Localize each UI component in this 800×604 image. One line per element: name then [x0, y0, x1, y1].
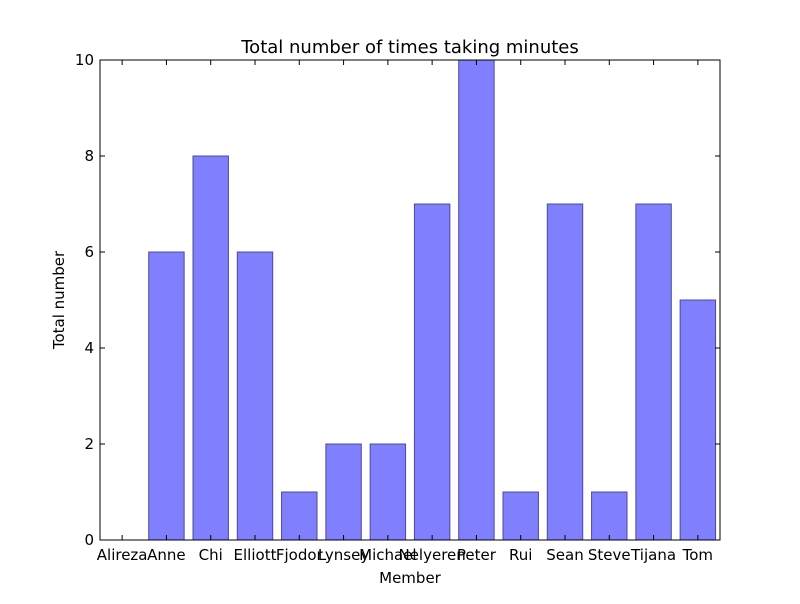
y-tick-label-2: 2 — [84, 435, 94, 453]
x-tick-label-steve: Steve — [588, 546, 631, 564]
x-tick-label-michael: Michael — [359, 546, 416, 564]
bar-chi — [192, 155, 229, 541]
bar-tijana — [635, 203, 672, 541]
y-tick-label-10: 10 — [75, 51, 94, 69]
chart-title: Total number of times taking minutes — [240, 37, 579, 58]
bars-group — [148, 59, 717, 541]
x-axis-title: Member — [379, 569, 442, 587]
x-tick-label-lynsey: Lynsey — [318, 546, 369, 564]
bar-sean — [546, 203, 584, 541]
x-tick-label-anne: Anne — [147, 546, 186, 564]
bar-elliott — [236, 251, 274, 541]
x-tick-label-alireza: Alireza — [97, 546, 148, 564]
x-tick-label-fjodor: Fjodor — [276, 546, 324, 564]
bar-anne — [148, 251, 185, 541]
x-tick-label-sean: Sean — [546, 546, 583, 564]
bar-peter — [458, 59, 495, 541]
x-tick-label-tijana: Tijana — [630, 546, 676, 564]
bar-nelyeren — [413, 203, 451, 541]
y-tick-label-0: 0 — [84, 531, 94, 549]
x-tick-label-tom: Tom — [682, 546, 713, 564]
y-tick-label-6: 6 — [84, 243, 94, 261]
plot-area-frame — [99, 59, 721, 541]
bar-steve — [591, 491, 628, 541]
x-tick-label-rui: Rui — [509, 546, 532, 564]
x-tick-label-elliott: Elliott — [234, 546, 277, 564]
x-tick-label-peter: Peter — [457, 546, 497, 564]
bar-fjodor — [281, 491, 318, 541]
y-tick-label-4: 4 — [84, 339, 94, 357]
bar-rui — [502, 491, 539, 541]
bar-lynsey — [325, 443, 362, 541]
y-axis-title: Total number — [50, 250, 68, 350]
y-tick-label-8: 8 — [84, 147, 94, 165]
x-tick-label-chi: Chi — [199, 546, 223, 564]
ticks-group: Alireza Anne Chi Elliott FjodorLynseyMichael… — [75, 51, 720, 564]
bar-tom — [679, 299, 717, 541]
bar-michael — [369, 443, 407, 541]
x-tick-label-nelyeren: Nelyeren — [398, 546, 465, 564]
